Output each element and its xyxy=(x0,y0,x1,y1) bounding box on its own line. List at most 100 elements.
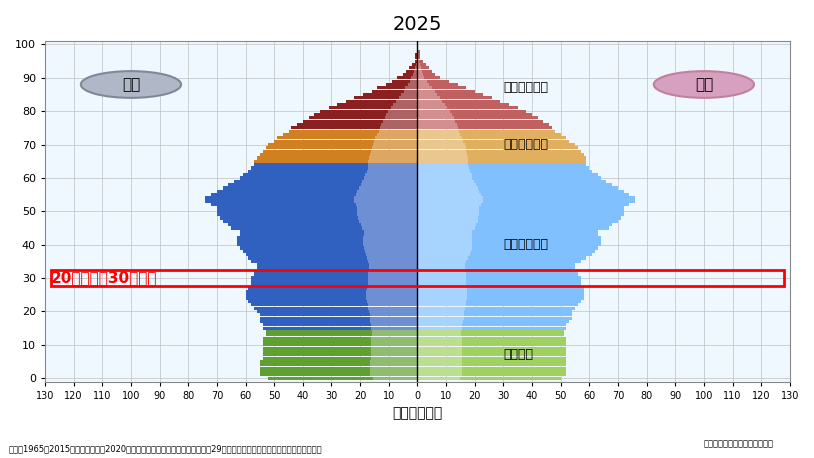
Bar xyxy=(418,96,440,99)
Bar xyxy=(418,80,427,83)
Bar xyxy=(418,109,527,113)
Bar xyxy=(418,156,468,159)
Bar xyxy=(237,236,418,240)
Bar xyxy=(405,86,418,89)
Bar xyxy=(303,120,418,123)
Bar xyxy=(418,123,457,126)
Bar xyxy=(409,66,418,70)
Bar xyxy=(418,96,492,99)
Bar xyxy=(418,146,578,149)
Bar xyxy=(404,90,418,93)
Bar xyxy=(418,120,455,123)
Bar xyxy=(399,96,418,99)
Bar xyxy=(418,70,431,73)
Bar xyxy=(383,120,418,123)
Bar xyxy=(418,193,481,196)
Bar xyxy=(418,270,578,273)
Bar xyxy=(418,340,462,343)
Bar xyxy=(418,240,601,243)
Bar xyxy=(263,353,418,356)
Bar xyxy=(418,333,462,336)
Ellipse shape xyxy=(654,71,754,98)
Bar xyxy=(418,327,462,330)
Text: 生産年齢人口: 生産年齢人口 xyxy=(503,238,549,251)
Bar xyxy=(418,63,426,66)
Bar xyxy=(365,173,418,176)
Bar xyxy=(370,316,418,320)
Bar xyxy=(418,86,466,89)
Bar xyxy=(418,246,471,250)
Bar xyxy=(370,263,418,266)
Bar xyxy=(371,327,418,330)
Bar xyxy=(418,63,420,66)
Bar xyxy=(418,140,463,143)
Bar xyxy=(257,267,418,270)
Bar xyxy=(418,180,606,183)
Bar xyxy=(354,196,418,200)
Bar xyxy=(263,357,418,360)
Bar xyxy=(371,353,418,356)
Bar xyxy=(369,273,418,276)
Bar xyxy=(364,230,418,233)
Bar xyxy=(418,280,466,283)
Bar xyxy=(372,333,418,336)
Bar xyxy=(277,136,418,140)
Bar xyxy=(291,126,418,130)
Bar xyxy=(260,370,418,373)
Bar xyxy=(418,277,580,280)
Bar xyxy=(418,246,598,250)
Bar xyxy=(418,83,457,86)
Bar xyxy=(231,226,418,229)
Bar xyxy=(418,316,464,320)
Bar xyxy=(418,290,467,293)
Bar xyxy=(418,353,567,356)
Bar xyxy=(418,86,432,89)
Bar xyxy=(234,180,418,183)
Bar xyxy=(418,320,569,323)
Bar xyxy=(418,150,466,153)
Bar xyxy=(374,140,418,143)
Bar xyxy=(418,310,572,313)
Bar xyxy=(363,93,418,96)
Bar xyxy=(418,213,479,216)
Bar xyxy=(418,196,483,200)
Bar xyxy=(205,196,418,200)
Bar xyxy=(418,210,624,213)
Bar xyxy=(418,230,471,233)
Bar xyxy=(418,360,567,363)
Bar xyxy=(370,153,418,156)
Bar xyxy=(371,347,418,350)
Bar xyxy=(418,256,468,260)
Bar xyxy=(359,186,418,190)
Bar xyxy=(418,283,580,286)
Bar xyxy=(358,216,418,219)
Title: 2025: 2025 xyxy=(392,15,442,34)
Bar xyxy=(418,296,584,300)
Bar xyxy=(418,190,479,193)
Bar xyxy=(367,300,418,303)
Bar xyxy=(418,183,612,186)
Bar xyxy=(418,263,465,266)
Bar xyxy=(418,169,592,173)
Bar xyxy=(252,303,418,306)
Bar xyxy=(418,200,483,203)
Bar xyxy=(260,153,418,156)
Bar xyxy=(418,320,463,323)
Bar xyxy=(370,267,418,270)
Text: 男性: 男性 xyxy=(122,77,140,92)
Bar xyxy=(418,270,466,273)
Bar xyxy=(418,337,462,340)
Bar xyxy=(411,76,418,79)
Bar xyxy=(260,373,418,376)
Bar xyxy=(314,113,418,116)
Bar xyxy=(418,347,462,350)
Bar xyxy=(364,233,418,236)
Bar xyxy=(243,250,418,253)
Bar xyxy=(370,320,418,323)
Bar xyxy=(220,216,418,219)
Bar xyxy=(377,133,418,136)
Bar xyxy=(365,253,418,256)
Bar xyxy=(403,73,418,76)
Bar xyxy=(365,290,418,293)
Bar xyxy=(282,133,418,136)
